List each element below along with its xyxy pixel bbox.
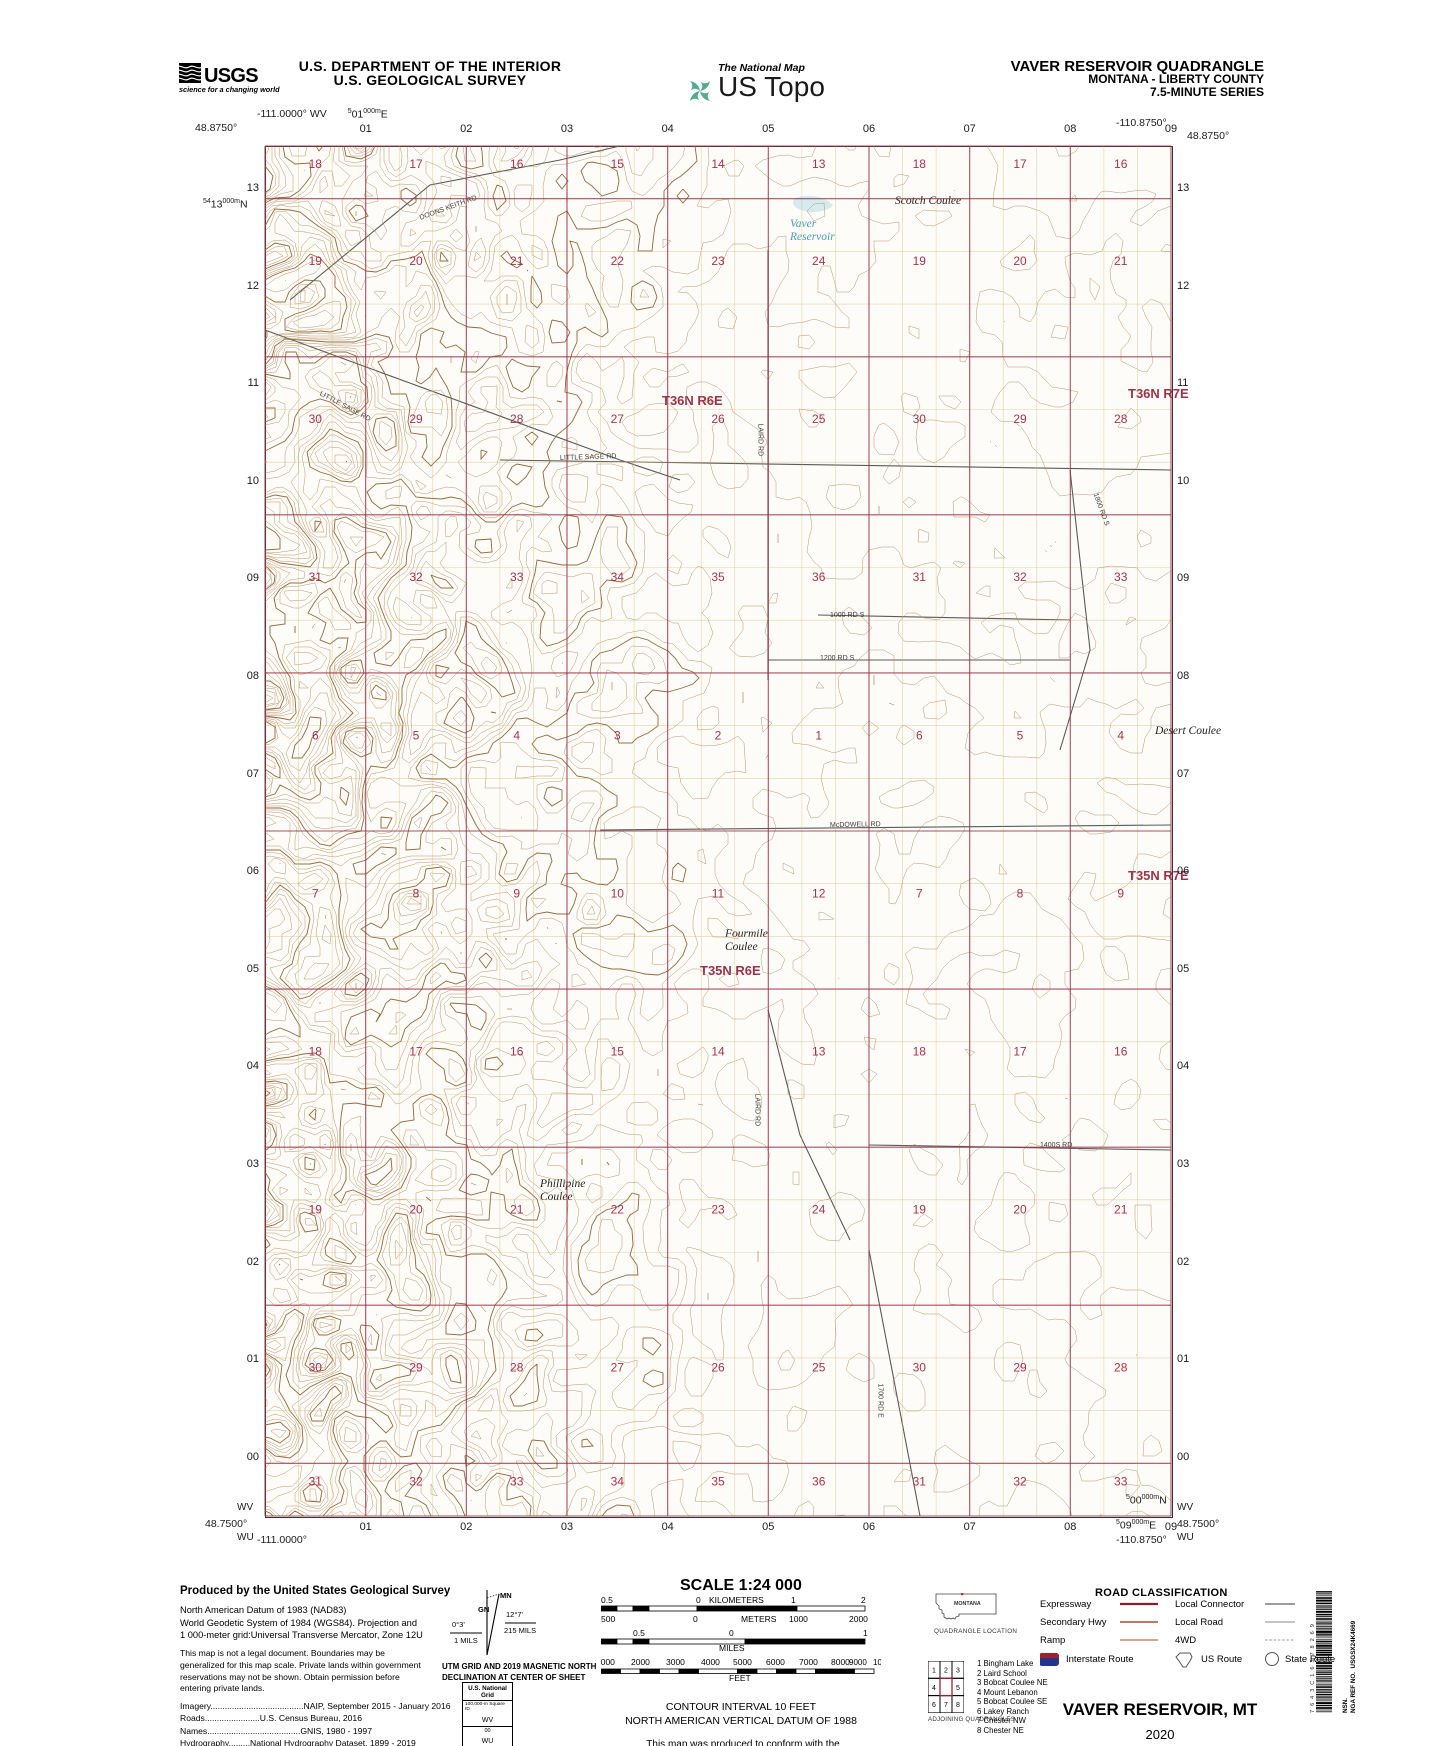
svg-text:28: 28 (510, 412, 524, 426)
svg-text:2: 2 (715, 728, 722, 742)
svg-text:31: 31 (309, 570, 323, 584)
svg-text:30: 30 (309, 412, 323, 426)
svg-text:27: 27 (611, 412, 625, 426)
svg-text:4: 4 (513, 728, 520, 742)
svg-text:16: 16 (510, 157, 524, 171)
svg-text:13: 13 (812, 1045, 826, 1059)
svg-text:15: 15 (611, 1045, 625, 1059)
svg-text:7: 7 (312, 886, 319, 900)
svg-text:10: 10 (611, 886, 625, 900)
svg-text:17: 17 (409, 157, 423, 171)
svg-text:31: 31 (913, 570, 927, 584)
svg-text:33: 33 (1114, 570, 1128, 584)
svg-text:26: 26 (711, 412, 725, 426)
svg-text:9: 9 (513, 886, 520, 900)
svg-text:31: 31 (913, 1474, 927, 1488)
svg-text:20: 20 (1013, 254, 1027, 268)
svg-text:23: 23 (711, 1203, 725, 1217)
svg-text:19: 19 (913, 1203, 927, 1217)
svg-text:21: 21 (510, 254, 524, 268)
svg-text:28: 28 (1114, 412, 1128, 426)
svg-text:8: 8 (1017, 886, 1024, 900)
svg-text:30: 30 (309, 1361, 323, 1375)
svg-text:23: 23 (711, 254, 725, 268)
svg-text:21: 21 (1114, 254, 1128, 268)
svg-text:26: 26 (711, 1361, 725, 1375)
svg-text:24: 24 (812, 1203, 826, 1217)
svg-text:29: 29 (1013, 412, 1027, 426)
svg-text:16: 16 (510, 1045, 524, 1059)
svg-text:34: 34 (611, 1474, 625, 1488)
svg-text:18: 18 (309, 1045, 323, 1059)
svg-text:28: 28 (1114, 1361, 1128, 1375)
svg-text:25: 25 (812, 412, 826, 426)
svg-text:19: 19 (309, 1203, 323, 1217)
svg-text:22: 22 (611, 1203, 625, 1217)
svg-text:19: 19 (309, 254, 323, 268)
svg-text:21: 21 (1114, 1203, 1128, 1217)
svg-text:20: 20 (409, 254, 423, 268)
svg-text:32: 32 (1013, 1474, 1027, 1488)
svg-text:25: 25 (812, 1361, 826, 1375)
svg-text:36: 36 (812, 1474, 826, 1488)
svg-text:5: 5 (413, 728, 420, 742)
svg-text:28: 28 (510, 1361, 524, 1375)
svg-text:5: 5 (1017, 728, 1024, 742)
svg-text:17: 17 (409, 1045, 423, 1059)
svg-text:29: 29 (409, 412, 423, 426)
svg-text:29: 29 (1013, 1361, 1027, 1375)
svg-text:22: 22 (611, 254, 625, 268)
svg-text:33: 33 (1114, 1474, 1128, 1488)
svg-text:32: 32 (409, 570, 423, 584)
svg-text:1: 1 (815, 728, 822, 742)
svg-text:30: 30 (913, 1361, 927, 1375)
svg-text:18: 18 (913, 157, 927, 171)
svg-text:8: 8 (413, 886, 420, 900)
svg-text:33: 33 (510, 1474, 524, 1488)
svg-text:3: 3 (614, 728, 621, 742)
svg-text:18: 18 (309, 157, 323, 171)
svg-text:4: 4 (1117, 728, 1124, 742)
svg-text:32: 32 (409, 1474, 423, 1488)
svg-text:35: 35 (711, 570, 725, 584)
svg-text:13: 13 (812, 157, 826, 171)
svg-text:7: 7 (916, 886, 923, 900)
svg-text:6: 6 (916, 728, 923, 742)
svg-text:17: 17 (1013, 1045, 1027, 1059)
svg-text:32: 32 (1013, 570, 1027, 584)
svg-text:20: 20 (1013, 1203, 1027, 1217)
svg-text:11: 11 (712, 886, 725, 900)
svg-text:15: 15 (611, 157, 625, 171)
svg-text:30: 30 (913, 412, 927, 426)
svg-text:36: 36 (812, 570, 826, 584)
svg-text:21: 21 (510, 1203, 524, 1217)
svg-text:9: 9 (1117, 886, 1124, 900)
svg-text:6: 6 (312, 728, 319, 742)
svg-text:24: 24 (812, 254, 826, 268)
svg-text:12: 12 (812, 886, 826, 900)
svg-text:31: 31 (309, 1474, 323, 1488)
svg-text:34: 34 (611, 570, 625, 584)
svg-text:27: 27 (611, 1361, 625, 1375)
svg-text:20: 20 (409, 1203, 423, 1217)
svg-text:14: 14 (711, 1045, 725, 1059)
svg-text:17: 17 (1013, 157, 1027, 171)
svg-text:14: 14 (711, 157, 725, 171)
svg-text:18: 18 (913, 1045, 927, 1059)
svg-text:35: 35 (711, 1474, 725, 1488)
svg-text:16: 16 (1114, 1045, 1128, 1059)
svg-text:16: 16 (1114, 157, 1128, 171)
svg-text:33: 33 (510, 570, 524, 584)
svg-text:19: 19 (913, 254, 927, 268)
svg-text:29: 29 (409, 1361, 423, 1375)
